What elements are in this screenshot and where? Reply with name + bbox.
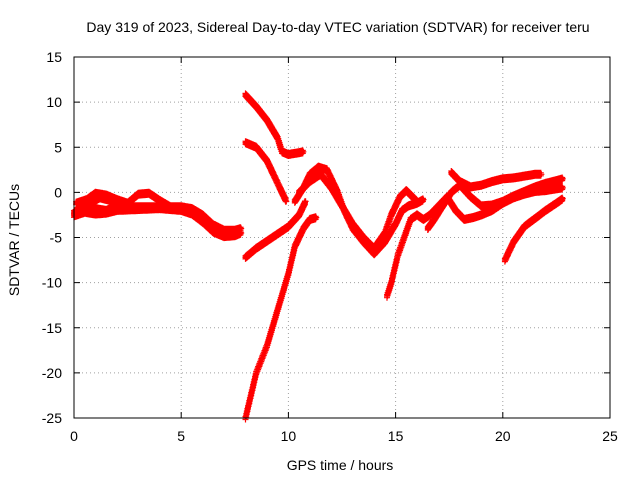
x-tick-label: 20 — [495, 428, 511, 444]
y-tick-label: -15 — [42, 320, 62, 336]
x-tick-label: 25 — [602, 428, 618, 444]
x-axis-ticks: 0 5 10 15 20 25 — [70, 57, 618, 444]
y-tick-label: 5 — [54, 139, 62, 155]
x-tick-label: 0 — [70, 428, 78, 444]
series-arc-12 — [424, 174, 566, 233]
series-arc-10 — [296, 169, 420, 253]
y-tick-label: -25 — [42, 410, 62, 426]
series-markers — [501, 194, 566, 265]
series-arc-5 — [242, 90, 307, 159]
series-markers — [242, 198, 309, 262]
series-arc-4 — [75, 193, 133, 214]
y-axis-ticks: -25 -20 -15 -10 -5 0 5 10 15 — [42, 49, 610, 426]
y-axis-title: SDTVAR / TECUs — [6, 184, 22, 296]
y-tick-label: 0 — [54, 184, 62, 200]
series-markers — [296, 169, 420, 253]
y-tick-label: -5 — [50, 230, 63, 246]
series-markers — [242, 213, 320, 423]
x-tick-label: 5 — [177, 428, 185, 444]
series-markers — [448, 168, 545, 192]
chart-title: Day 319 of 2023, Sidereal Day-to-day VTE… — [86, 19, 589, 35]
grid-lines — [74, 57, 610, 418]
y-tick-label: 10 — [46, 94, 62, 110]
series-arc-6 — [242, 138, 290, 205]
series-markers — [242, 138, 290, 205]
series-markers — [424, 174, 566, 233]
series-markers — [75, 193, 133, 214]
y-tick-label: -10 — [42, 275, 62, 291]
x-tick-label: 10 — [281, 428, 297, 444]
series-arc-8 — [242, 213, 320, 423]
series-arc-14 — [501, 194, 566, 265]
x-tick-label: 15 — [388, 428, 404, 444]
series-markers — [242, 90, 307, 159]
x-axis-title: GPS time / hours — [287, 457, 394, 473]
y-tick-label: -20 — [42, 365, 62, 381]
y-tick-label: 15 — [46, 49, 62, 65]
series-arc-13 — [448, 168, 545, 192]
series-arc-7 — [242, 198, 309, 262]
data-series — [71, 90, 566, 423]
